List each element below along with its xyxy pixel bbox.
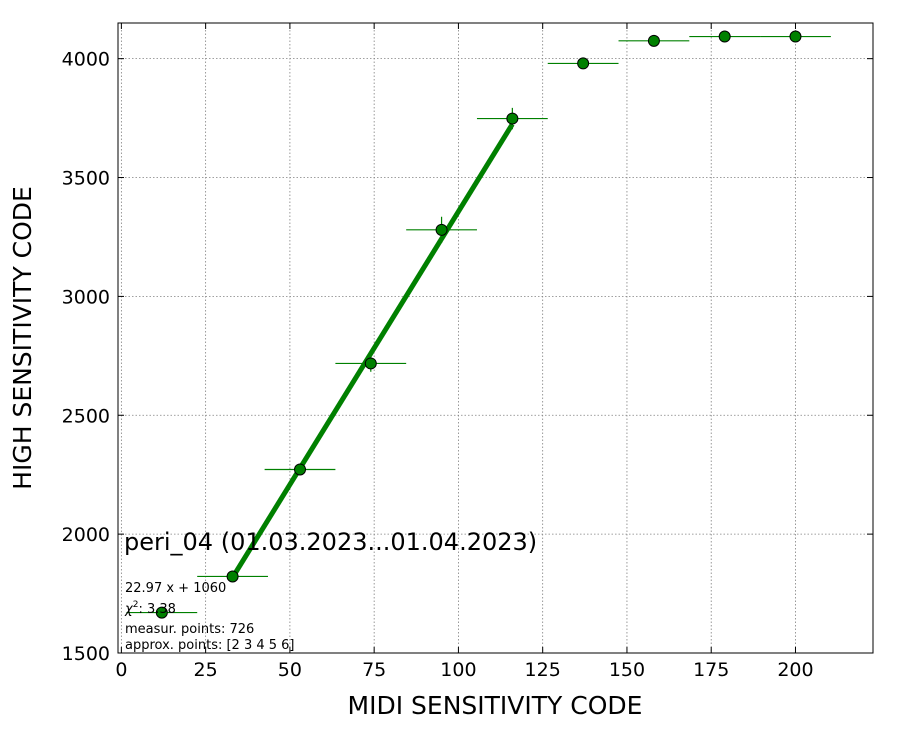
y-tick-label: 3000: [62, 286, 110, 308]
data-point: [718, 30, 731, 43]
data-point: [155, 606, 168, 619]
data-point: [577, 57, 590, 70]
x-tick-label: 100: [440, 659, 476, 681]
annotation-approx-points: approx. points: [2 3 4 5 6]: [125, 638, 295, 653]
annotation-fit-equation: 22.97 x + 1060: [125, 581, 226, 596]
fit-layer: [230, 122, 515, 579]
x-tick-label: 0: [115, 659, 127, 681]
fit-line: [230, 122, 515, 579]
chi-value: : 3.38: [138, 602, 175, 617]
x-tick-label: 25: [194, 659, 218, 681]
y-tick-label: 3500: [62, 168, 110, 190]
data-point: [647, 34, 660, 47]
chi-superscript: 2: [133, 600, 139, 610]
grid-layer: [118, 23, 873, 654]
y-tick-label: 4000: [62, 49, 110, 71]
x-tick-label: 125: [525, 659, 561, 681]
annotation-chi-square: χ2: 3.38: [124, 600, 176, 617]
x-axis-label: MIDI SENSITIVITY CODE: [348, 691, 643, 720]
annotation-title: peri_04 (01.03.2023...01.04.2023): [124, 528, 537, 556]
annotation-measur-points: measur. points: 726: [125, 622, 254, 637]
data-point: [364, 357, 377, 370]
data-point: [435, 223, 448, 236]
data-point: [506, 112, 519, 125]
plot-frame: [117, 22, 874, 654]
x-tick-label: 175: [693, 659, 729, 681]
tick-layer: 0 25 50 75 100 125 150 175 200 1500 2000 2500 3000 35…: [62, 23, 873, 681]
y-tick-label: 2500: [62, 405, 110, 427]
y-axis-label: HIGH SENSITIVITY CODE: [8, 186, 37, 490]
x-tick-label: 50: [278, 659, 302, 681]
errorbar-layer: [126, 35, 831, 614]
y-tick-label: 2000: [62, 524, 110, 546]
x-tick-label: 150: [609, 659, 645, 681]
x-tick-label: 200: [777, 659, 813, 681]
data-point: [789, 30, 802, 43]
chi-symbol: χ: [124, 602, 134, 617]
x-tick-label: 75: [362, 659, 386, 681]
point-layer: [155, 30, 802, 619]
data-point: [226, 570, 239, 583]
y-tick-label: 1500: [62, 643, 110, 665]
data-point: [294, 463, 307, 476]
